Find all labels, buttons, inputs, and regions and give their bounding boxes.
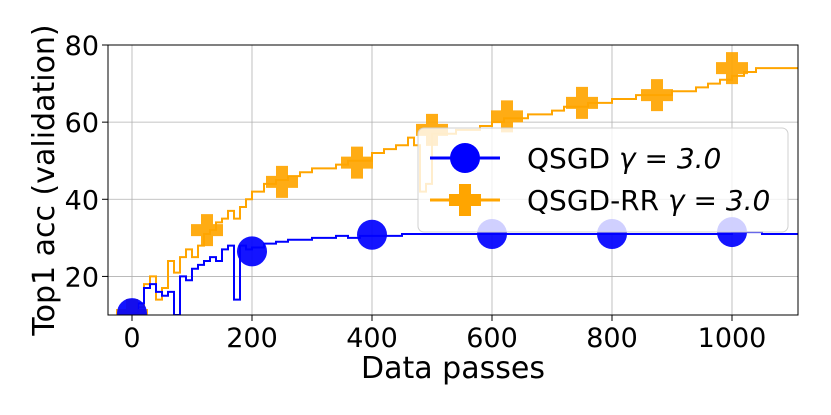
legend-marker-qsgd-rr — [449, 184, 481, 216]
series-marker-0 — [117, 298, 147, 315]
series-line-1 — [132, 67, 798, 315]
x-axis-label: Data passes — [361, 351, 545, 386]
series-marker-1 — [191, 214, 223, 247]
legend: QSGD γ = 3.0 QSGD-RR γ = 3.0 — [417, 127, 789, 233]
x-tick-label: 200 — [226, 323, 278, 354]
plot-frame — [107, 44, 799, 316]
series-marker-1 — [266, 165, 298, 198]
x-tick-label: 600 — [466, 323, 518, 354]
x-tick-label: 400 — [346, 323, 398, 354]
series-marker-1 — [491, 100, 523, 133]
legend-marker-qsgd — [450, 143, 480, 173]
y-tick-label: 60 — [65, 108, 99, 139]
series-marker-1 — [341, 146, 373, 179]
series-marker-1 — [566, 86, 598, 119]
legend-label-qsgd-gamma: γ = 3.0 — [619, 142, 721, 175]
y-axis-label: Top1 acc (validation) — [27, 24, 62, 336]
series-marker-0 — [357, 219, 387, 250]
y-tick-label: 40 — [65, 185, 99, 216]
legend-label-qsgd-rr-prefix: QSGD-RR — [527, 184, 668, 217]
series-line-0 — [132, 231, 798, 315]
legend-label-qsgd-prefix: QSGD — [527, 142, 619, 175]
series-marker-1 — [716, 52, 748, 85]
x-tick-label: 800 — [586, 323, 638, 354]
legend-label-qsgd-rr-gamma: γ = 3.0 — [668, 184, 770, 217]
series-marker-1 — [641, 79, 673, 112]
y-tick-label: 80 — [65, 31, 99, 62]
legend-label-qsgd-rr: QSGD-RR γ = 3.0 — [527, 184, 770, 217]
legend-label-qsgd: QSGD γ = 3.0 — [527, 142, 721, 175]
series-marker-0 — [237, 236, 267, 267]
y-tick-label: 20 — [65, 262, 99, 293]
x-tick-label: 1000 — [698, 323, 767, 354]
ticks: 0 200 400 600 800 1000 20 40 60 80 — [65, 31, 767, 354]
legend-frame — [417, 127, 789, 233]
x-tick-label: 0 — [123, 323, 140, 354]
